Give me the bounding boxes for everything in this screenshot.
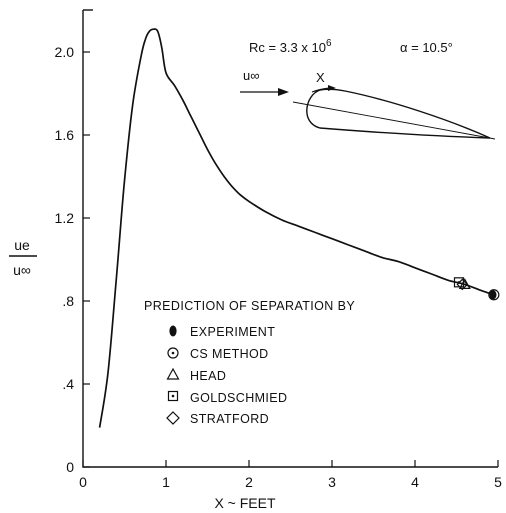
legend-label-cs-method: CS METHOD bbox=[190, 347, 269, 361]
y-axis-label-denominator: u∞ bbox=[13, 262, 31, 278]
legend-title: PREDICTION OF SEPARATION BY bbox=[144, 299, 355, 313]
reynolds-exponent: 6 bbox=[326, 38, 332, 49]
airfoil-sketch bbox=[292, 85, 496, 140]
x-tick-label: 5 bbox=[494, 474, 502, 490]
y-tick-label: .4 bbox=[62, 376, 74, 392]
legend-item-head: HEAD bbox=[166, 367, 226, 383]
velocity-ratio-curve bbox=[98, 28, 495, 428]
y-tick-label: 1.6 bbox=[55, 127, 75, 143]
y-tick-label: 1.2 bbox=[55, 210, 75, 226]
reynolds-number-annotation: Rc = 3.3 x 106 bbox=[249, 38, 332, 55]
legend-label-goldschmied: GOLDSCHMIED bbox=[190, 391, 287, 405]
experiment-marker bbox=[489, 290, 497, 300]
separation-markers bbox=[453, 277, 500, 301]
y-tick-label: .8 bbox=[62, 293, 74, 309]
freestream-label: u∞ bbox=[243, 68, 260, 83]
x-tick-label: 3 bbox=[328, 474, 336, 490]
x-tick-label: 4 bbox=[411, 474, 419, 490]
y-axis-label: ue u∞ bbox=[9, 237, 37, 278]
airfoil-chord-line bbox=[292, 101, 496, 140]
surface-distance-label: X bbox=[316, 70, 325, 85]
x-tick-label: 1 bbox=[162, 474, 170, 490]
airfoil-outline bbox=[306, 88, 491, 139]
ticks: 0 1 2 3 4 5 0 .4 .8 1.2 1.6 2.0 bbox=[55, 44, 503, 490]
y-tick-label: 2.0 bbox=[55, 44, 75, 60]
angle-of-attack-annotation: α = 10.5° bbox=[400, 40, 453, 55]
stratford-symbol bbox=[166, 411, 180, 425]
legend-item-cs-method: CS METHOD bbox=[167, 347, 269, 361]
legend-label-head: HEAD bbox=[190, 369, 226, 383]
experiment-symbol bbox=[169, 325, 177, 337]
x-axis-label: X ~ FEET bbox=[214, 495, 276, 511]
head-symbol bbox=[166, 367, 180, 380]
axis-frame bbox=[82, 10, 498, 468]
axes bbox=[82, 9, 498, 468]
cs-method-marker bbox=[488, 289, 500, 301]
x-tick-label: 0 bbox=[79, 474, 87, 490]
cs-method-symbol bbox=[167, 347, 179, 359]
freestream-arrow bbox=[240, 88, 289, 96]
velocity-curve-layer bbox=[98, 28, 495, 428]
reynolds-base: Rc = 3.3 x 10 bbox=[249, 40, 326, 55]
legend-item-experiment: EXPERIMENT bbox=[169, 325, 275, 339]
legend-item-stratford: STRATFORD bbox=[166, 411, 269, 426]
y-tick-label: 0 bbox=[66, 459, 74, 475]
surface-direction-arrow bbox=[311, 85, 336, 93]
goldschmied-symbol bbox=[167, 390, 179, 402]
stratford-marker bbox=[456, 278, 469, 291]
legend-label-stratford: STRATFORD bbox=[190, 412, 269, 426]
legend-item-goldschmied: GOLDSCHMIED bbox=[167, 390, 287, 405]
legend-label-experiment: EXPERIMENT bbox=[190, 325, 275, 339]
legend: PREDICTION OF SEPARATION BY EXPERIMENT C… bbox=[144, 299, 355, 426]
x-tick-label: 2 bbox=[245, 474, 253, 490]
y-axis-label-numerator: ue bbox=[14, 237, 30, 253]
